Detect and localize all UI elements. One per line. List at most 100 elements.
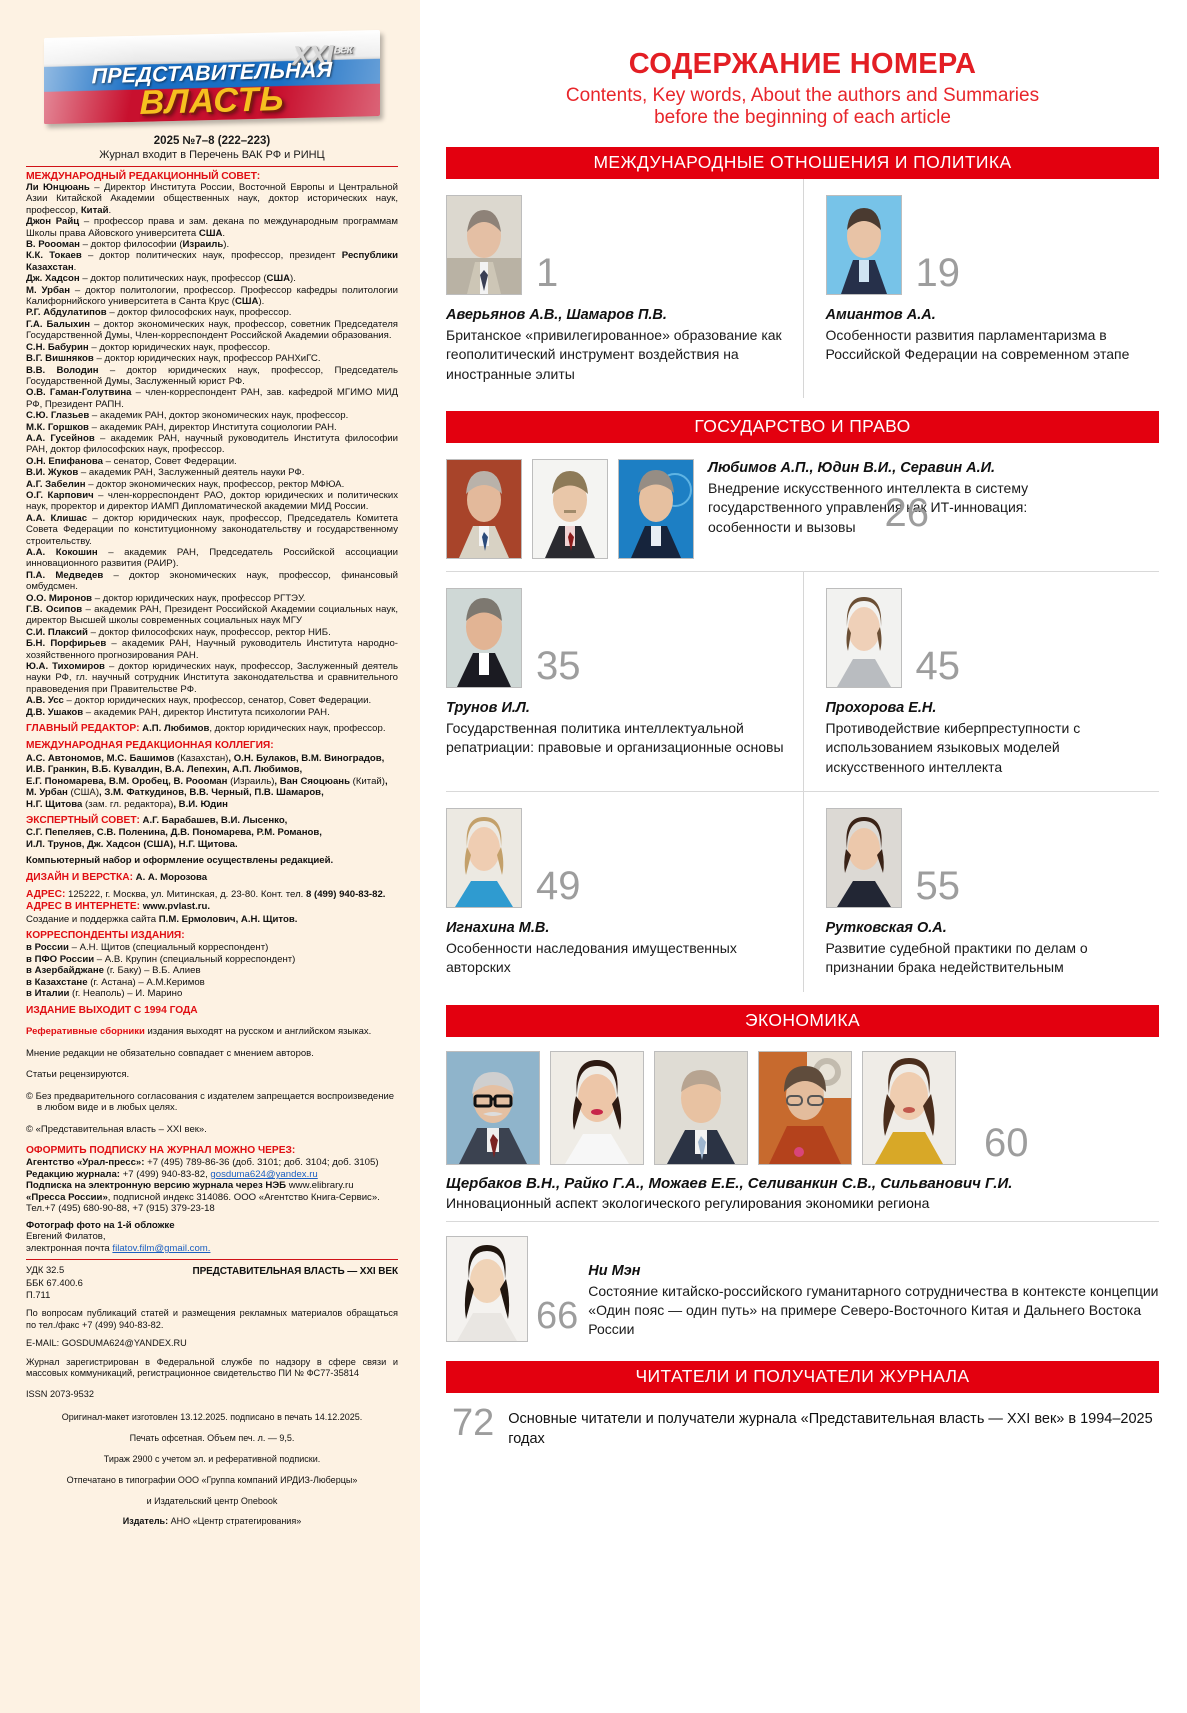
- editorial-note: Статьи рецензируются.: [26, 1069, 130, 1081]
- toc-entry-nimen[interactable]: 66 Ни Мэн Состояние китайско-российского…: [446, 1222, 1159, 1348]
- council-member: А.А. Кокошин – академик РАН, Председател…: [26, 547, 399, 570]
- imprint-block: УДК 32.5 ББК 67.400.6 П.711 ПРЕДСТАВИТЕЛ…: [26, 1264, 398, 1400]
- author-photo: [446, 458, 522, 559]
- divider-light: [446, 570, 1159, 572]
- author-photo-group: 60: [446, 1050, 1159, 1165]
- author-photo: [446, 587, 522, 688]
- issn: ISSN 2073-9532: [26, 1388, 94, 1399]
- council-member: О.В. Гаман-Голутвина – член-корреспонден…: [26, 387, 398, 410]
- council-member: Г.В. Осипов – академик РАН, Президент Ро…: [26, 604, 398, 627]
- page-number: 66: [536, 1294, 579, 1337]
- author-photo: [550, 1050, 644, 1165]
- imprint-brand: ПРЕДСТАВИТЕЛЬНАЯ ВЛАСТЬ — XXI ВЕК: [192, 1266, 398, 1278]
- contents-title: СОДЕРЖАНИЕ НОМЕРА: [628, 48, 977, 80]
- subscription-block: ОФОРМИТЬ ПОДПИСКУ НА ЖУРНАЛ МОЖНО ЧЕРЕЗ:…: [26, 1145, 398, 1215]
- page-number: 19: [915, 250, 961, 295]
- council-member: Г.А. Балыхин – доктор экономических наук…: [26, 318, 398, 342]
- entry-authors: Аверьянов А.В., Шамаров П.В.: [446, 306, 667, 323]
- council-member: В.В. Володин – доктор юридических наук, …: [26, 364, 399, 387]
- subscribe-line: Редакцию журнала: +7 (499) 940-83-82, go…: [26, 1168, 318, 1180]
- council-member: Джон Райц – профессор права и зам. декан…: [26, 216, 398, 239]
- section-band-readers: ЧИТАТЕЛИ И ПОЛУЧАТЕЛИ ЖУРНАЛА: [446, 1360, 1159, 1393]
- page-number: 26: [884, 490, 930, 535]
- subscribe-line: «Пресса России», подписной индекс 314086…: [26, 1191, 380, 1203]
- toc-entry-trunov[interactable]: 35 Трунов И.Л. Государственная политика …: [446, 572, 803, 791]
- photographer-email-link[interactable]: filatov.film@gmail.com.: [112, 1242, 211, 1254]
- entry-title: Состояние китайско-российского гуманитар…: [588, 1282, 1159, 1338]
- collegium-line: А.С. Автономов, М.С. Башимов (Казахстан)…: [26, 752, 385, 764]
- imprint-email: E-MAIL: GOSDUMA624@YANDEX.RU: [26, 1338, 187, 1349]
- author-photo: [825, 587, 902, 688]
- author-photo: [446, 807, 522, 908]
- editorial-notes: Реферативные сборники издания выходят на…: [26, 1026, 398, 1135]
- section-band-international: МЕЖДУНАРОДНЫЕ ОТНОШЕНИЯ И ПОЛИТИКА: [446, 146, 1159, 179]
- entry-title: Инновационный аспект экологического регу…: [446, 1194, 930, 1211]
- journal-logo: XXIвек ПРЕДСТАВИТЕЛЬНАЯ ВЛАСТЬ: [26, 0, 398, 130]
- expert-line: И.Л. Трунов, Дж. Хадсон (США), Н.Г. Щито…: [26, 838, 238, 850]
- toc-entry-averyanov[interactable]: 1 Аверьянов А.В., Шамаров П.В. Британско…: [446, 179, 803, 398]
- toc-entry-rutkovskaya[interactable]: 55 Рутковская О.А. Развитие судебной пра…: [802, 791, 1160, 992]
- divider-red: [26, 166, 398, 167]
- section-band-state-law: ГОСУДАРСТВО И ПРАВО: [446, 410, 1159, 443]
- toc-entry-lyubimov[interactable]: Любимов А.П., Юдин В.И., Серавин А.И. Вн…: [446, 443, 1159, 571]
- council-member: А.А. Гусейнов – академик РАН, научный ру…: [26, 432, 398, 456]
- council-member: В. Роооман – доктор философии (Израиль).: [26, 239, 230, 251]
- author-photo: [758, 1050, 852, 1165]
- subscribe-line: Агентство «Урал-пресс»: +7 (495) 789-86-…: [26, 1157, 379, 1169]
- entry-grid-state-law-3: 49 Игнахина М.В. Особенности наследовани…: [446, 791, 1160, 992]
- council-member: Дж. Хадсон – доктор политических наук, п…: [26, 273, 296, 285]
- entry-authors: Игнахина М.В.: [446, 919, 550, 936]
- toc-entry-shcherbakov[interactable]: 60 Щербаков В.Н., Райко Г.А., Можаев Е.Е…: [446, 1037, 1159, 1221]
- council-member: Б.Н. Порфирьев – академик РАН, Научный р…: [26, 638, 398, 661]
- russian-flag-banner-icon: [44, 29, 380, 125]
- author-photo: [446, 194, 522, 295]
- entry-grid-state-law-2: 35 Трунов И.Л. Государственная политика …: [446, 571, 1160, 791]
- cover-photographer: Фотограф фото на 1-й обложке Евгений Фил…: [26, 1219, 211, 1254]
- entry-text-block: Ни Мэн Состояние китайско-российского гу…: [588, 1236, 1159, 1340]
- entry-title: Внедрение искусственного интеллекта в си…: [708, 480, 1029, 535]
- council-member: М.К. Горшков – академик РАН, директор Ин…: [26, 421, 337, 433]
- author-photo: [825, 194, 902, 295]
- toc-entry-readers[interactable]: 72 Основные читатели и получатели журнал…: [446, 1393, 1159, 1450]
- council-member: С.И. Плаксий – доктор философских наук, …: [26, 626, 331, 638]
- page-number: 55: [915, 863, 961, 908]
- council-member: О.О. Миронов – доктор юридических наук, …: [26, 592, 306, 604]
- council-member: Д.В. Ушаков – академик РАН, директор Инс…: [26, 706, 330, 718]
- council-member: О.Г. Карпович – член-корреспондент РАО, …: [26, 489, 398, 513]
- council-member: С.Н. Бабурин – доктор юридических наук, …: [26, 341, 271, 353]
- entry-title: Особенности наследования имущественных а…: [446, 940, 737, 976]
- editorial-note: Реферативные сборники издания выходят на…: [26, 1026, 372, 1038]
- collegium-line: Е.Г. Пономарева, В.М. Оробец, В. Роооман…: [26, 775, 388, 787]
- toc-entry-ignakhina[interactable]: 49 Игнахина М.В. Особенности наследовани…: [446, 792, 803, 992]
- toc-entry-prokhorova[interactable]: 45 Прохорова Е.Н. Противодействие киберп…: [802, 571, 1160, 791]
- subscribe-line: Подписка на электронную версию журнала ч…: [26, 1180, 354, 1192]
- entry-title: Государственная политика интеллектуально…: [446, 720, 784, 756]
- entry-authors: Щербаков В.Н., Райко Г.А., Можаев Е.Е., …: [446, 1174, 1013, 1192]
- author-photo: [532, 458, 608, 559]
- correspondent-line: в Азербайджане (г. Баку) – В.Б. Алиев: [26, 965, 201, 977]
- entry-title: Британское «привилегированное» образован…: [446, 326, 782, 382]
- entry-text-block: Любимов А.П., Юдин В.И., Серавин А.И. Вн…: [694, 459, 1111, 559]
- print-line: Печать офсетная. Объем печ. л. — 9,5.: [129, 1432, 295, 1443]
- page-number: 35: [536, 643, 581, 688]
- council-member: Ли Юнцюань – Директор Института России, …: [26, 182, 399, 216]
- print-line: и Издательский центр Onebook: [146, 1495, 278, 1506]
- toc-entry-amiantov[interactable]: 19 Амиантов А.А. Особенности развития па…: [802, 178, 1160, 398]
- entry-title: Развитие судебной практики по делам о пр…: [825, 940, 1088, 976]
- print-line: Тираж 2900 с учетом эл. и реферативной п…: [103, 1453, 321, 1464]
- entry-authors: Трунов И.Л.: [446, 699, 530, 716]
- entry-grid-international: 1 Аверьянов А.В., Шамаров П.В. Британско…: [446, 178, 1160, 398]
- vak-notice: Журнал входит в Перечень ВАК РФ и РИНЦ: [99, 149, 325, 161]
- author-photo: [654, 1050, 748, 1165]
- council-member: П.А. Медведев – доктор экономических нау…: [26, 569, 399, 593]
- author-photo: [825, 807, 902, 908]
- collegium-line: Н.Г. Щитова (зам. гл. редактора), В.И. Ю…: [26, 798, 228, 810]
- council-member: М. Урбан – доктор политологии, профессор…: [26, 284, 398, 308]
- editorial-collegium: МЕЖДУНАРОДНАЯ РЕДАКЦИОННАЯ КОЛЛЕГИЯ: А.С…: [26, 740, 398, 810]
- address-block: АДРЕС: 125222, г. Москва, ул. Митинская,…: [26, 889, 386, 925]
- correspondents-block: КОРРЕСПОНДЕНТЫ ИЗДАНИЯ: в России – А.Н. …: [26, 930, 398, 1000]
- council-member: Р.Г. Абдулатипов – доктор философских на…: [26, 307, 292, 319]
- editorial-note: © «Представительная власть – XXI век».: [26, 1123, 207, 1135]
- council-member: В.Г. Вишняков – доктор юридических наук,…: [26, 353, 321, 365]
- author-photo: [446, 1050, 540, 1165]
